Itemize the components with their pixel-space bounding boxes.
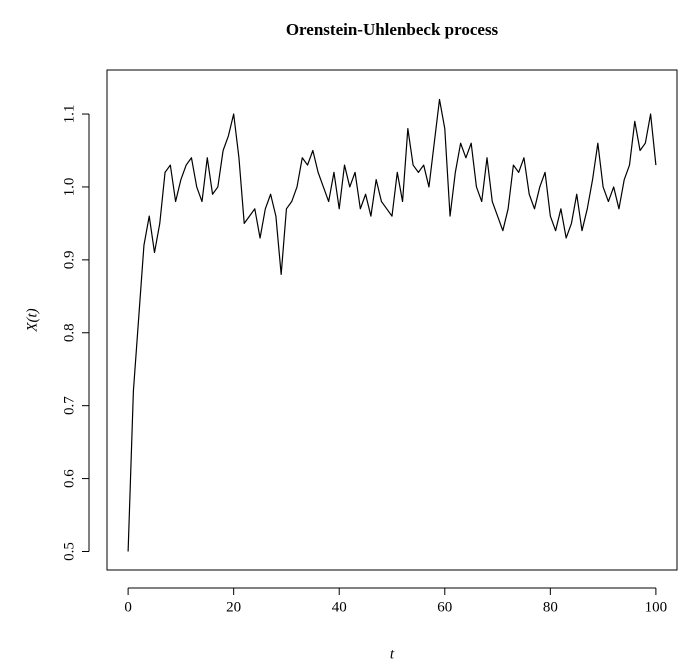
y-tick-label: 0.9 [61, 250, 77, 269]
y-tick-label: 0.7 [61, 396, 77, 415]
y-tick-label: 0.6 [61, 469, 77, 488]
x-tick-label: 40 [332, 599, 347, 615]
x-tick-label: 20 [226, 599, 241, 615]
y-tick-label: 1.0 [61, 178, 77, 197]
y-tick-label: 0.5 [61, 542, 77, 561]
plot-box [106, 69, 678, 571]
y-tick-label: 1.1 [61, 105, 77, 124]
y-tick-label: 0.8 [61, 323, 77, 342]
y-axis-label: X(t) [24, 308, 40, 332]
x-tick-label: 0 [124, 599, 132, 615]
x-tick-label: 60 [437, 599, 452, 615]
x-tick-label: 100 [645, 599, 668, 615]
x-tick-label: 80 [543, 599, 558, 615]
x-axis-label: t [390, 646, 395, 662]
line-series [127, 98, 657, 552]
chart-title: Orenstein-Uhlenbeck process [286, 20, 499, 39]
